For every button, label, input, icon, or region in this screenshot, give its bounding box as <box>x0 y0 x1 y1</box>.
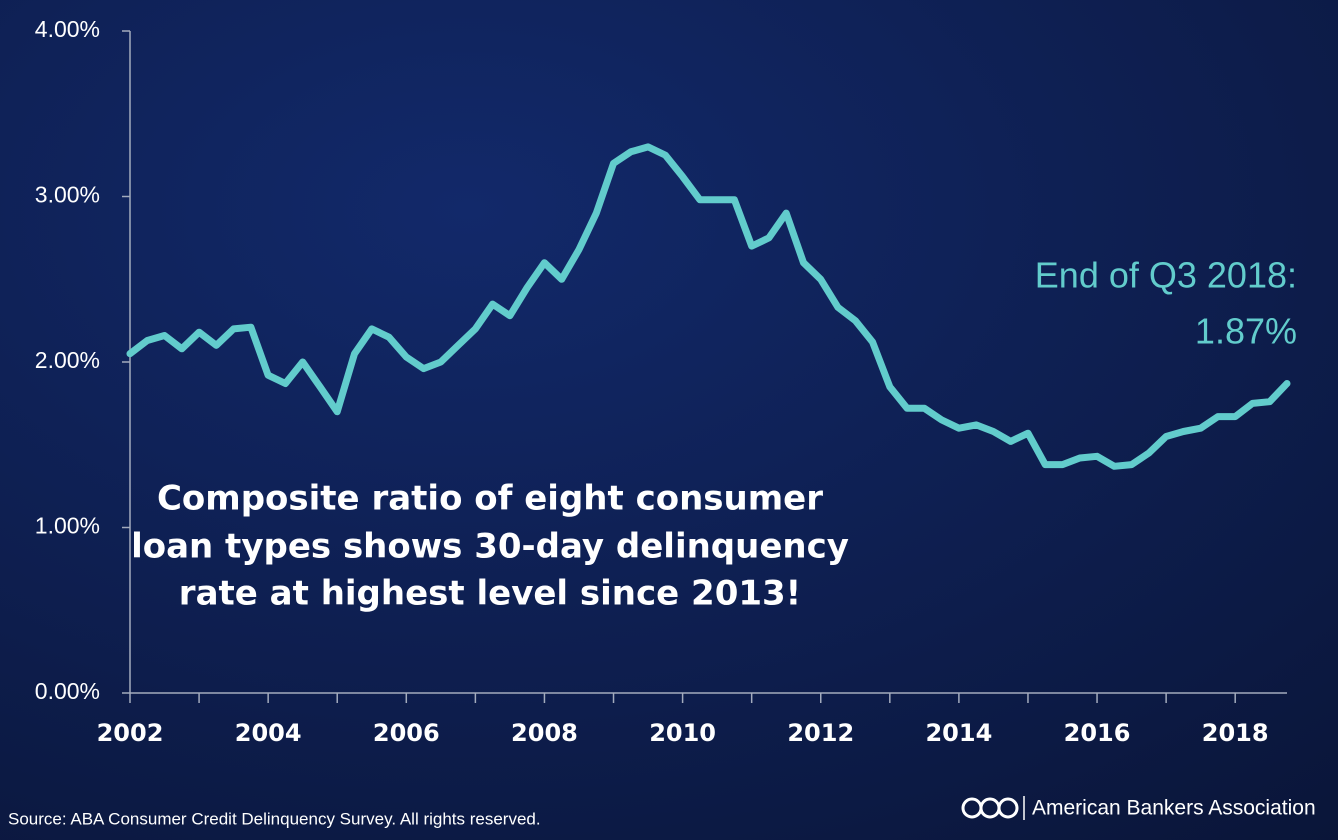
x-tick-label: 2016 <box>1064 719 1131 747</box>
callout: loan types shows 30-day delinquency <box>131 527 849 567</box>
x-tick-label: 2004 <box>235 719 302 747</box>
callout: rate at highest level since 2013! <box>179 574 801 614</box>
annotation: 1.87% <box>1195 311 1297 352</box>
logo-mark <box>961 796 1025 820</box>
y-tick-label: 1.00% <box>35 513 100 539</box>
x-tick-label: 2018 <box>1202 719 1269 747</box>
data-line <box>126 143 1291 470</box>
logo-text: American Bankers Association <box>1032 797 1316 820</box>
annotation: End of Q3 2018: <box>1035 255 1297 296</box>
x-tick-label: 2010 <box>649 719 716 747</box>
source: Source: ABA Consumer Credit Delinquency … <box>8 809 541 828</box>
y-tick-label: 2.00% <box>35 347 100 373</box>
callout: Composite ratio of eight consumer <box>157 479 823 519</box>
x-tick-label: 2012 <box>787 719 854 747</box>
x-tick-label: 2006 <box>373 719 440 747</box>
x-tick-label: 2008 <box>511 719 578 747</box>
y-tick-label: 4.00% <box>35 16 100 42</box>
x-tick-label: 2014 <box>925 719 992 747</box>
x-tick-label: 2002 <box>97 719 164 747</box>
y-tick-label: 0.00% <box>35 678 100 704</box>
plot: 0.00% 1.00% 2.00% 3.00% 4.00% 2002 2004 2006 200… <box>35 16 1291 747</box>
y-tick-label: 3.00% <box>35 182 100 208</box>
